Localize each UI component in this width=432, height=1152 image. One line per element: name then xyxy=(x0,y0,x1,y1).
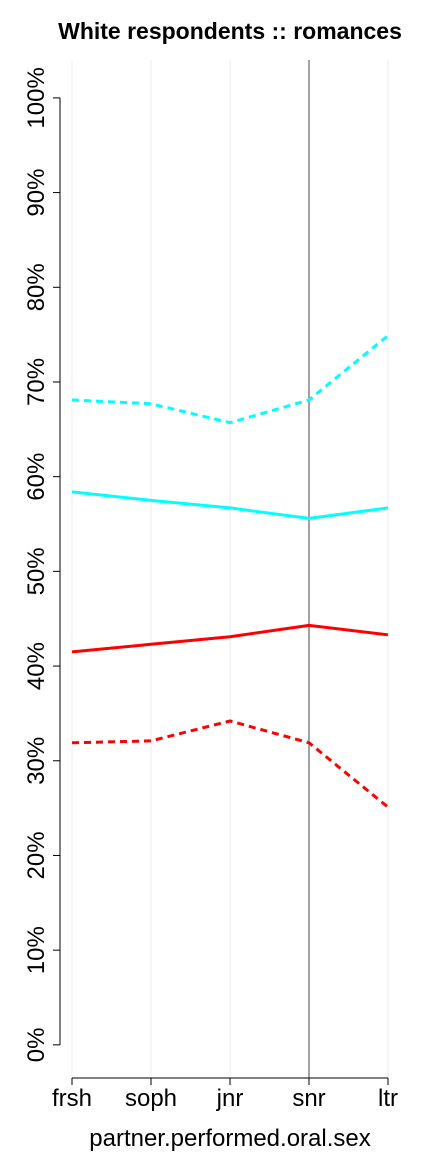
chart-title: White respondents :: romances xyxy=(58,18,402,44)
series-lines xyxy=(71,334,389,809)
y-tick-label: 10% xyxy=(23,926,50,974)
x-axis-label: partner.performed.oral.sex xyxy=(89,1125,370,1152)
y-tick-label: 90% xyxy=(23,169,50,217)
series-line-1 xyxy=(71,334,389,425)
series-line-2 xyxy=(71,490,389,520)
x-tick-label: soph xyxy=(125,1085,177,1112)
x-tick-label: frsh xyxy=(52,1085,92,1112)
series-line-3 xyxy=(71,623,389,654)
y-tick-label: 40% xyxy=(23,642,50,690)
y-tick-label: 60% xyxy=(23,453,50,501)
y-axis: 0% 10% 20% 30% 40% 50% 60% 70% 80% 90% 100% xyxy=(23,67,61,1063)
y-tick-label: 20% xyxy=(23,831,50,879)
x-axis: frsh soph jnr snr ltr xyxy=(52,1077,398,1112)
series-line-4 xyxy=(71,719,389,809)
x-tick-label: ltr xyxy=(378,1085,398,1112)
x-tick-label: jnr xyxy=(216,1085,244,1112)
y-tick-label: 0% xyxy=(23,1028,50,1063)
y-tick-label: 50% xyxy=(23,547,50,595)
y-tick-label: 30% xyxy=(23,737,50,785)
x-tick-label: snr xyxy=(292,1085,325,1112)
y-tick-label: 70% xyxy=(23,358,50,406)
y-tick-label: 80% xyxy=(23,263,50,311)
x-grid-lines xyxy=(71,60,389,1078)
y-tick-label: 100% xyxy=(23,67,50,128)
